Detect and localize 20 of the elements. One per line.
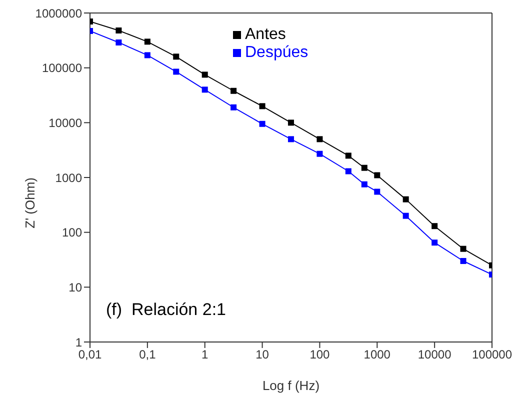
y-tick-label: 1 <box>75 335 82 350</box>
y-axis-title: Z' (Ohm) <box>22 178 38 228</box>
y-tick-label: 100000 <box>42 61 82 76</box>
y-tick-label: 10000 <box>48 116 82 130</box>
y-tick-label: 100 <box>62 226 82 240</box>
y-tick-label: 1000 <box>55 170 82 185</box>
x-tick-label: 10 <box>256 348 270 362</box>
x-axis-title: Log f (Hz) <box>262 378 320 393</box>
x-tick-label: 100 <box>310 348 330 362</box>
x-tick-label: 1 <box>202 348 209 362</box>
legend-label: Despúes <box>245 44 308 61</box>
y-tick-label: 1000000 <box>35 6 82 20</box>
x-tick-label: 10000 <box>418 348 452 362</box>
x-tick-label: 0,01 <box>78 348 102 362</box>
legend-label: Antes <box>245 26 286 43</box>
y-tick-label: 10 <box>68 280 82 294</box>
x-tick-label: 1000 <box>364 348 391 362</box>
x-tick-label: 0,1 <box>139 348 156 362</box>
annotation: (f) Relación 2:1 <box>106 300 226 320</box>
x-tick-label: 100000 <box>472 348 512 362</box>
